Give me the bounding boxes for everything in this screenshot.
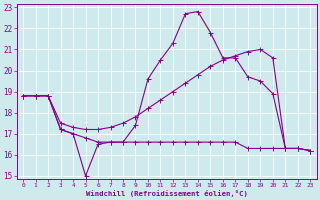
X-axis label: Windchill (Refroidissement éolien,°C): Windchill (Refroidissement éolien,°C) (86, 190, 248, 197)
